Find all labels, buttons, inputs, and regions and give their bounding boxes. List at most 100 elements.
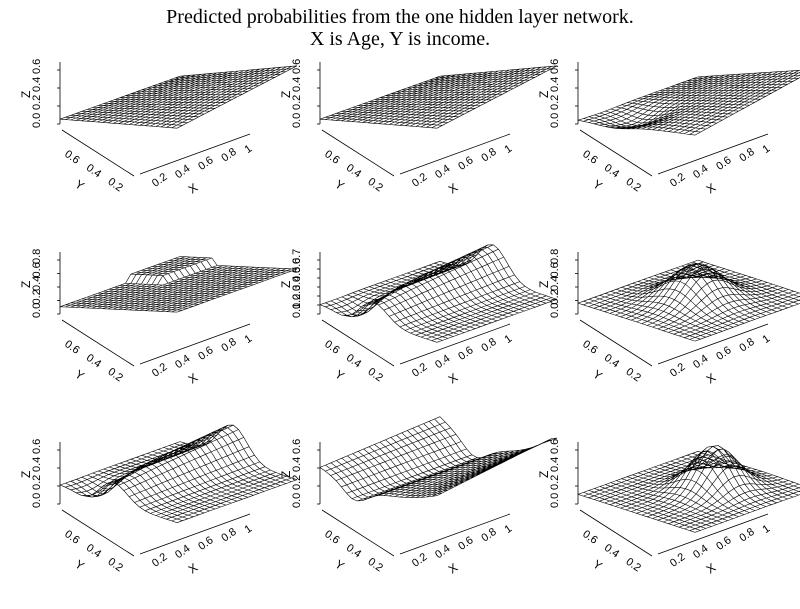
z-tick-label: 0.4 [31,276,43,291]
chart-title-line-2: X is Age, Y is income. [309,28,491,50]
z-tick-label: 0.6 [291,258,303,273]
y-tick-label: 0.6 [322,338,341,357]
z-axis-label: Z [19,281,33,288]
surface-mesh [319,244,558,343]
x-axis-label: X [446,560,461,576]
y-tick-label: 0.2 [623,556,642,575]
x-tick-label: 0.6 [196,344,215,363]
x-tick-label: 0.6 [714,154,733,173]
x-tick-label: 0.2 [410,361,429,380]
x-tick-label: 0.8 [737,336,756,355]
y-axis-label: Y [590,367,605,383]
x-tick-label: 0.4 [173,353,192,372]
x-axis-label: X [704,560,719,576]
x-axis-line [657,513,769,555]
z-tick-label: 0.2 [549,95,561,110]
y-tick-label: 0.4 [602,542,621,561]
x-axis-label: X [704,180,719,196]
z-tick-label: 0.6 [31,262,43,277]
x-axis-line [657,133,769,175]
y-axis-line [61,319,135,367]
x-tick-label: 1 [242,523,254,536]
z-tick-label: 0.2 [291,475,303,490]
surface-mesh [59,65,298,129]
x-tick-label: 1 [760,143,772,156]
z-tick-label: 0.0 [549,303,561,318]
y-axis-label: Y [590,177,605,193]
surface-mesh [577,445,800,533]
x-tick-label: 0.6 [714,344,733,363]
x-axis-label: X [446,180,461,196]
x-tick-label: 0.2 [668,551,687,570]
x-tick-label: 0.2 [410,551,429,570]
surface-mesh [577,259,800,342]
y-tick-label: 0.4 [84,162,103,181]
z-tick-label: 0.4 [291,276,303,291]
y-tick-label: 0.6 [62,338,81,357]
y-tick-label: 0.2 [105,556,124,575]
x-tick-label: 1 [502,333,514,346]
x-tick-label: 0.8 [219,336,238,355]
x-tick-label: 0.8 [737,146,756,165]
y-tick-label: 0.6 [322,148,341,167]
z-tick-label: 0.6 [31,439,43,454]
z-tick-label: 0.2 [31,289,43,304]
z-tick-label: 0.4 [549,457,561,472]
z-tick-label: 0.2 [549,475,561,490]
surface-plot-3: 0.00.20.40.6Z0.60.40.2Y 0.2 0.4 0.6 0.8 1X [537,59,800,196]
x-axis-line [399,513,511,555]
z-axis-label: Z [537,471,551,478]
surface-plot-1: 0.00.20.40.6Z0.60.40.2Y 0.2 0.4 0.6 0.8 1X [19,59,298,196]
z-tick-label: 0.4 [31,77,43,92]
y-tick-label: 0.6 [580,338,599,357]
z-tick-label: 0.7 [291,249,303,264]
x-tick-label: 1 [760,523,772,536]
surface-plot-7: 0.00.20.40.6Z0.60.40.2Y 0.2 0.4 0.6 0.8 1X [19,424,298,576]
y-tick-label: 0.4 [84,352,103,371]
z-tick-label: 0.0 [31,493,43,508]
z-tick-label: 0.0 [31,113,43,128]
x-axis-line [399,323,511,365]
x-tick-label: 1 [760,333,772,346]
z-axis-label: Z [19,91,33,98]
x-tick-label: 0.8 [219,526,238,545]
x-tick-label: 0.4 [691,163,710,182]
y-tick-label: 0.2 [105,366,124,385]
x-tick-label: 0.6 [196,534,215,553]
y-axis-label: Y [72,177,87,193]
z-tick-label: 0.0 [549,493,561,508]
chart-title-line-1: Predicted probabilities from the one hid… [166,6,634,28]
y-axis-line [579,129,653,177]
y-tick-label: 0.4 [344,542,363,561]
x-axis-line [139,133,251,175]
x-tick-label: 1 [242,143,254,156]
y-axis-label: Y [332,367,347,383]
surface-plot-4: 0.00.20.40.60.8Z0.60.40.2Y 0.2 0.4 0.6 0.8 1X [19,249,298,386]
x-axis-line [139,513,251,555]
chart-title: Predicted probabilities from the one hid… [0,6,800,50]
x-axis-label: X [186,370,201,386]
x-tick-label: 1 [242,333,254,346]
y-tick-label: 0.2 [623,366,642,385]
x-axis-label: X [446,370,461,386]
z-tick-label: 0.8 [31,249,43,264]
z-axis-label: Z [537,91,551,98]
x-tick-label: 0.6 [196,154,215,173]
z-tick-label: 0.4 [31,457,43,472]
y-tick-label: 0.2 [623,176,642,195]
x-tick-label: 0.2 [150,361,169,380]
z-tick-label: 0.1 [291,303,303,318]
y-axis-line [321,319,395,367]
y-axis-label: Y [332,557,347,573]
x-tick-label: 0.2 [150,551,169,570]
x-tick-label: 1 [502,143,514,156]
x-axis-line [657,323,769,365]
x-tick-label: 0.6 [456,154,475,173]
z-tick-label: 0.2 [291,294,303,309]
y-tick-label: 0.6 [62,148,81,167]
surface-plot-6: 0.00.20.40.60.8Z0.60.40.2Y 0.2 0.4 0.6 0.8 1X [537,249,800,386]
y-tick-label: 0.4 [344,352,363,371]
x-tick-label: 0.2 [668,171,687,190]
z-tick-label: 0.2 [549,289,561,304]
y-axis-label: Y [72,557,87,573]
